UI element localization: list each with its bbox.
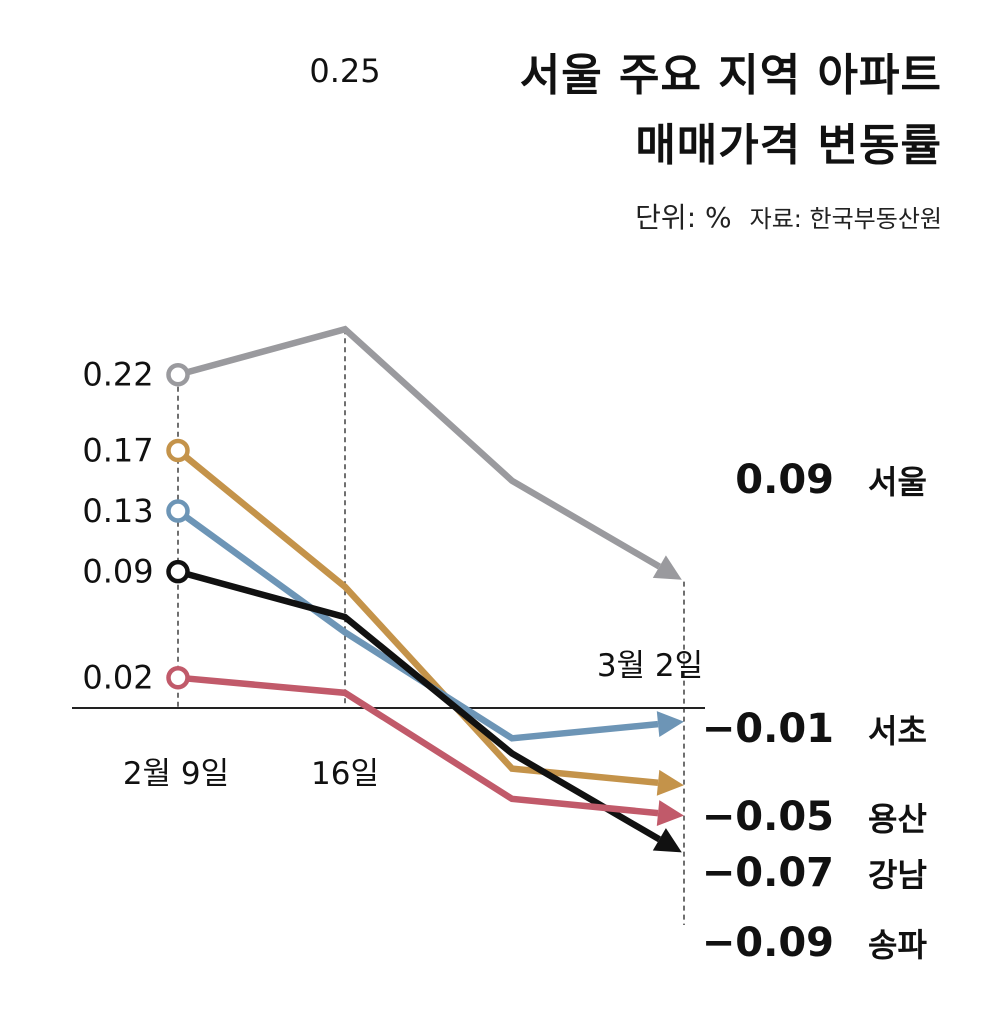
series-line-5 [177,674,659,817]
series-start-marker [166,665,190,690]
series-peak-label: 0.25 [309,52,380,90]
series-name-label: 송파 [868,926,927,964]
series-end-label: −0.01 [702,706,834,752]
series-line-2 [175,447,659,787]
series-name-label: 서초 [868,712,927,750]
chart-title-line1: 서울 주요 지역 아파트 [519,50,942,101]
series-line-3 [176,508,659,742]
series-arrow-head [656,800,684,827]
series-start-label: 0.02 [82,659,153,697]
chart-title-line2: 매매가격 변동률 [635,120,942,171]
series-name-label: 강남 [868,856,927,894]
x-tick-label: 3월 2일 [597,648,703,684]
series-arrow-head [656,711,684,738]
series-name-label: 용산 [868,800,927,838]
series-arrow-head [652,828,682,853]
x-tick-label: 16일 [311,756,379,792]
series-start-label: 0.13 [82,492,153,530]
chart-meta: 단위: % 자료: 한국부동산원 [635,196,942,236]
series-start-marker [166,438,190,463]
series-start-marker [166,499,190,523]
series-arrow-head [656,769,684,796]
series-arrow-head [652,555,682,580]
series-line-1 [177,325,661,570]
series-start-marker [166,559,190,584]
series-end-label: −0.05 [702,794,834,840]
unit-label: 단위: % [635,201,732,234]
series-end-label: −0.09 [702,920,834,966]
series-name-label: 서울 [868,463,927,501]
source-label: 자료: 한국부동산원 [749,205,942,233]
series-start-marker [166,362,190,387]
series-start-label: 0.09 [82,553,153,591]
series-start-label: 0.22 [82,356,153,394]
series-start-label: 0.17 [82,431,153,469]
x-tick-label: 2월 9일 [123,756,229,792]
series-end-label: −0.07 [702,850,834,896]
series-end-label: 0.09 [735,457,834,503]
series-line-4 [177,568,661,843]
